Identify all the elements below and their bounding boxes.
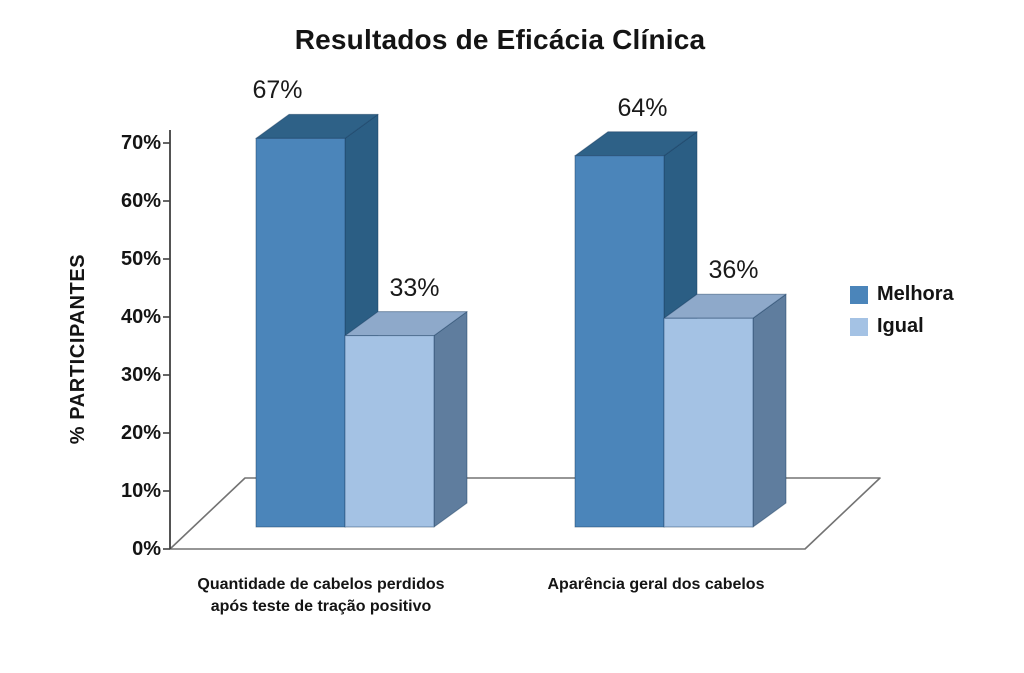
bar-igual-1-front [663,317,754,528]
legend-swatch-icon [850,285,868,304]
y-tick-label: 10% [120,480,161,502]
category-label: Aparência geral dos cabelos [547,576,765,593]
y-tick-label: 70% [120,132,161,154]
bar-melhora-0-front [255,137,346,528]
y-tick-label: 20% [120,422,161,444]
y-tick-label: 60% [120,190,161,212]
legend-item-igual: Igual [850,315,954,337]
bar-melhora-1-front [574,155,665,528]
bar-igual-1-side [752,293,787,528]
y-tick-label: 50% [120,248,161,270]
legend-label: Igual [877,315,924,337]
legend: Melhora Igual [850,283,954,337]
bar-value-label: 67% [252,76,303,105]
category-label: Quantidade de cabelos perdidos após test… [197,576,445,615]
chart-title: Resultados de Eficácia Clínica [294,24,706,55]
legend-swatch-icon [850,317,868,336]
legend-label: Melhora [877,283,954,305]
y-tick-label: 0% [132,538,161,560]
bar-value-label: 33% [389,273,440,302]
legend-item-melhora: Melhora [850,283,954,305]
y-tick-label: 30% [120,364,161,386]
y-tick-label: 40% [120,306,161,328]
bar-igual-0-side [433,311,468,528]
bar-value-label: 64% [617,93,668,122]
bar-igual-0-front [344,335,435,528]
bar-value-label: 36% [708,256,759,285]
